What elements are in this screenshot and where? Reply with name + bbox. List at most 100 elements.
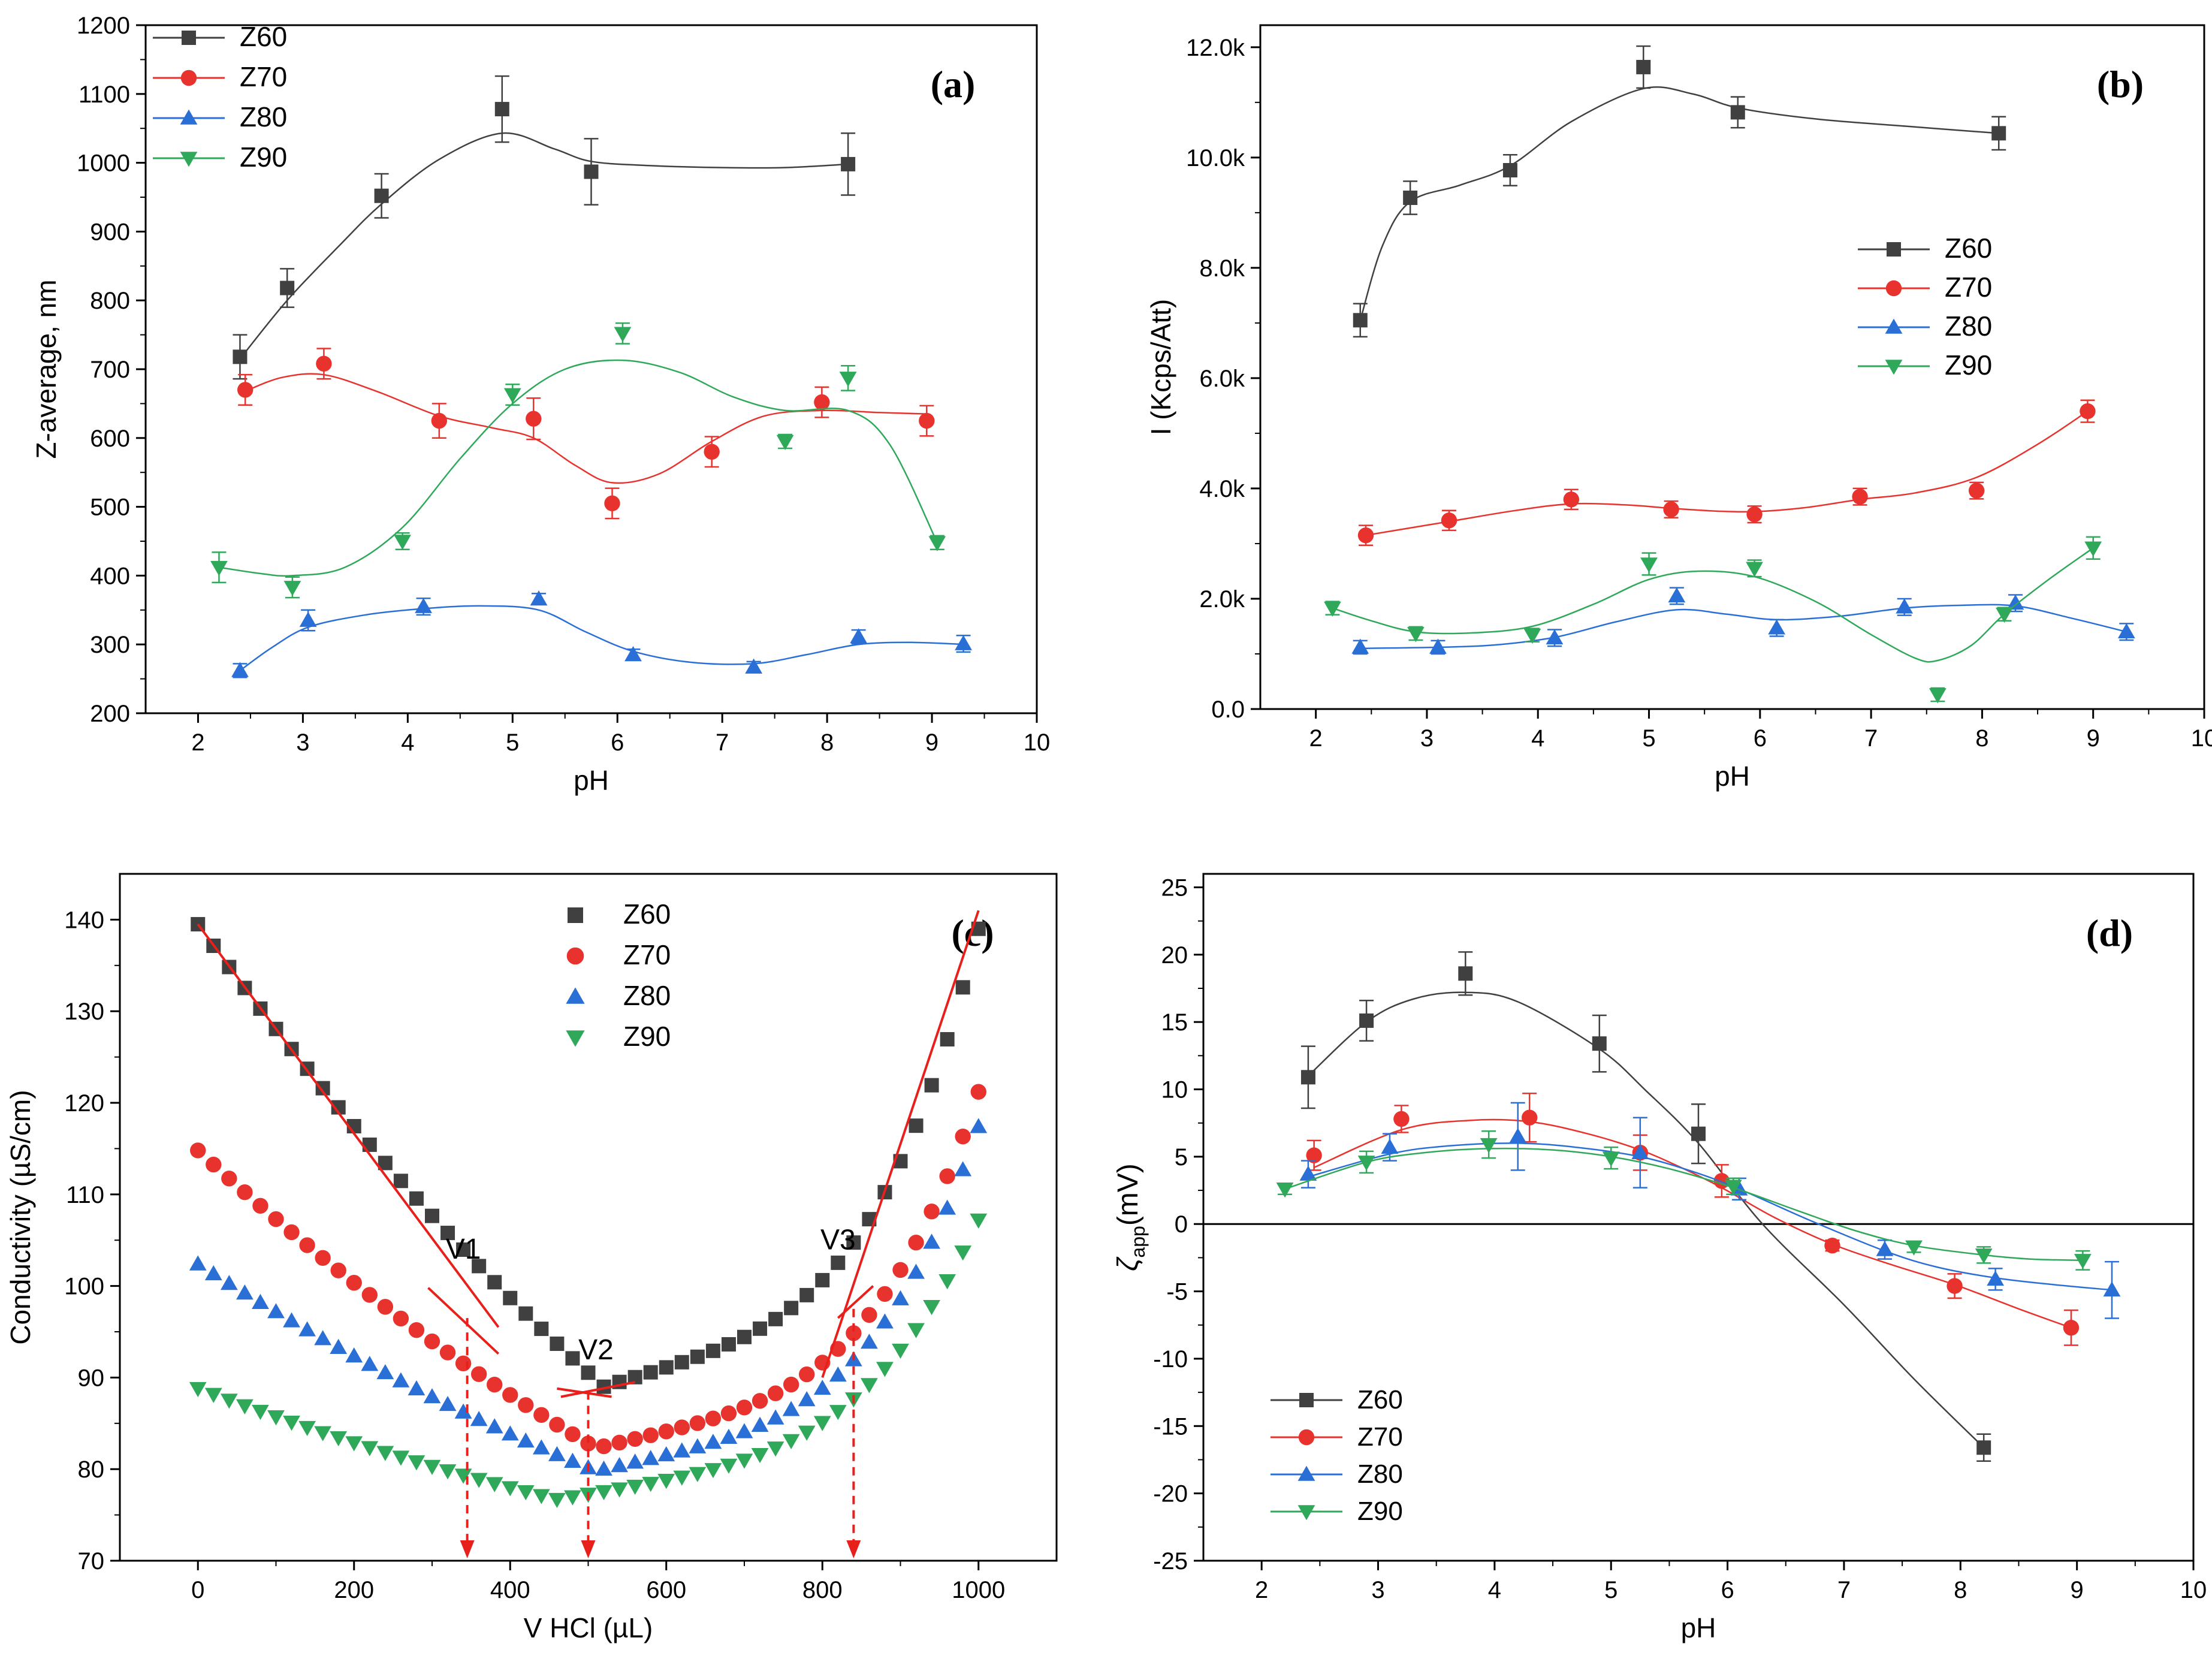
legend-label-Z90: Z90 [1945,349,1992,381]
data-point [861,1378,878,1394]
data-point [393,1174,408,1189]
x-tick-label: 2 [1309,725,1323,752]
x-tick-label: 200 [334,1577,374,1603]
y-tick-label: 70 [78,1548,105,1575]
data-point [526,411,542,427]
data-point [673,1470,691,1486]
data-point [938,1199,956,1215]
data-point [409,1191,424,1206]
data-point [1991,126,2006,141]
data-point [624,646,642,662]
data-point [487,1275,502,1290]
data-point [1523,628,1541,644]
data-point [517,1485,535,1501]
data-point [316,355,332,372]
data-point [376,1446,394,1461]
legend-marker [180,109,198,125]
data-point [892,1290,909,1305]
legend: Z60 Z70 Z80 Z90 [566,898,671,1052]
data-point [393,1310,409,1327]
data-point [909,1118,924,1133]
y-tick-label: 1000 [77,150,130,177]
data-point [518,1397,534,1413]
data-point [1768,619,1786,635]
x-tick-label: 5 [1604,1577,1617,1603]
data-point [1968,482,1985,499]
data-point [361,1356,379,1371]
y-tick-label: 15 [1161,1009,1188,1036]
data-point [1896,598,1914,614]
legend-label-Z60: Z60 [1357,1385,1403,1414]
data-point [689,1415,706,1431]
data-point [642,1477,660,1492]
data-point [220,1275,238,1290]
data-point [252,1293,269,1309]
y-tick-label: 300 [90,632,130,658]
data-point [233,349,248,364]
y-tick-label: 80 [78,1456,105,1483]
data-point [846,1235,861,1250]
data-point [502,1387,518,1403]
series-Z80 [1351,587,2135,655]
data-point [408,1380,425,1396]
x-tick-label: 8 [820,729,834,756]
data-point [970,1213,988,1229]
data-point [813,1379,831,1395]
data-point [815,1272,830,1287]
x-tick-label: 3 [1420,725,1434,752]
data-point [908,1235,924,1251]
data-point [1393,1111,1410,1127]
data-point [431,412,448,429]
data-point [658,1423,674,1440]
legend-marker [1299,1393,1314,1407]
x-tick-label: 1000 [952,1577,1005,1603]
y-tick-label: 200 [90,701,130,727]
data-point [705,1410,722,1426]
fit-curve [1365,411,2089,536]
annotation-V2: V2 [578,1334,614,1366]
fit-line [557,1387,612,1398]
data-point [1509,1127,1527,1143]
x-tick-label: 7 [1837,1577,1851,1603]
data-point [580,1435,596,1452]
x-tick-label: 9 [2087,725,2100,752]
data-point [1403,191,1418,206]
series-Z70 [237,348,935,520]
data-point [798,1425,816,1441]
data-point [377,1299,394,1315]
legend-label-Z80: Z80 [240,101,287,132]
data-point [955,980,970,995]
legend-marker [180,70,197,86]
legend-marker [566,1030,585,1047]
legend-label-Z90: Z90 [623,1021,671,1052]
data-point [283,1416,300,1431]
data-point [530,590,548,606]
data-point [861,1334,878,1349]
data-point [1602,1151,1620,1167]
data-point [346,1275,362,1291]
legend-marker [1298,1429,1315,1446]
data-point [315,1250,331,1266]
data-point [330,1431,348,1447]
y-tick-label: 6.0k [1199,366,1245,392]
panel-label: (a) [931,63,976,105]
x-tick-label: 4 [401,729,414,756]
data-point [939,1168,955,1184]
data-point [280,280,295,295]
data-point [1592,1036,1607,1051]
data-point [1746,562,1763,577]
data-point [1357,1156,1375,1171]
data-point [611,1482,628,1498]
data-point [439,1395,457,1411]
fit-line [427,1287,500,1355]
panel-label: (d) [2086,912,2133,954]
data-point [237,1184,253,1201]
legend-marker [1885,318,1903,334]
panel-d: 2 3 4 5 6 7 8 9 10 -25 -20 -15 -10 -5 0 5 10 15 20 25 pH ζapp… [1112,873,2207,1643]
data-point [565,1426,581,1443]
x-tick-label: 3 [1371,1577,1384,1603]
data-point [470,1366,487,1382]
data-point [783,1376,799,1393]
y-tick-label: 20 [1161,942,1188,969]
legend-label-Z70: Z70 [1945,272,1992,303]
